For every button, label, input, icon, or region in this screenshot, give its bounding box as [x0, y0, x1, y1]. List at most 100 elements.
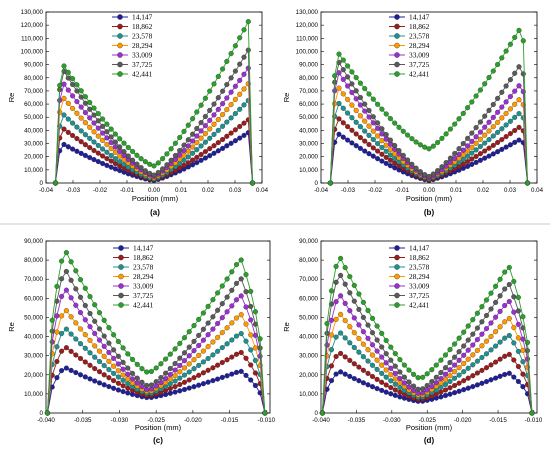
data-point — [237, 106, 243, 112]
y-tick-label: 100,000 — [296, 48, 319, 55]
data-point — [374, 376, 380, 382]
data-point — [506, 264, 512, 271]
data-point — [369, 315, 376, 321]
data-point — [490, 68, 496, 74]
data-point — [104, 135, 110, 141]
data-point — [104, 142, 110, 148]
data-point — [370, 120, 376, 126]
data-point — [349, 102, 355, 108]
legend-marker — [394, 273, 400, 280]
data-point — [134, 375, 140, 381]
data-point — [365, 322, 371, 328]
data-point — [447, 126, 453, 132]
data-point — [374, 357, 380, 363]
x-tick-label: 0.00 — [148, 187, 161, 194]
data-point — [181, 152, 187, 158]
data-point — [340, 105, 346, 111]
data-point — [104, 129, 110, 135]
data-point — [482, 140, 488, 146]
data-point — [512, 34, 518, 40]
data-point — [200, 381, 206, 387]
data-point — [215, 348, 221, 354]
data-point — [177, 340, 183, 346]
data-point — [134, 152, 140, 158]
data-point — [82, 100, 88, 106]
data-point — [488, 290, 494, 296]
data-point — [374, 337, 380, 343]
data-point — [96, 380, 103, 386]
legend-label: 33,009 — [409, 51, 430, 60]
data-point — [243, 355, 249, 361]
data-point — [347, 373, 353, 379]
data-point — [101, 353, 107, 359]
data-point — [147, 170, 153, 176]
data-point — [194, 154, 200, 160]
data-point — [54, 358, 60, 365]
data-point — [370, 96, 376, 102]
legend: 14,14718,86223,57828,29433,00937,72542,4… — [389, 13, 430, 79]
data-point — [461, 387, 467, 393]
x-tick-label: 0.01 — [450, 187, 463, 194]
data-point — [120, 372, 126, 378]
data-point — [220, 136, 226, 143]
data-point — [61, 95, 67, 101]
data-point — [461, 378, 467, 384]
data-point — [324, 321, 330, 327]
data-point — [515, 321, 521, 327]
data-point — [506, 298, 512, 305]
data-point — [164, 151, 170, 157]
data-point — [370, 114, 376, 120]
data-point — [357, 145, 363, 151]
data-point — [100, 153, 106, 159]
data-point — [342, 354, 348, 360]
data-point — [238, 293, 244, 299]
data-point — [340, 91, 346, 97]
data-point — [488, 306, 494, 312]
data-point — [44, 410, 51, 416]
data-point — [129, 376, 136, 382]
x-tick-label: -0.020 — [454, 417, 472, 424]
data-point — [420, 386, 426, 392]
legend-marker — [394, 264, 400, 270]
legend-label: 42,441 — [409, 301, 430, 310]
data-point — [101, 372, 107, 378]
data-point — [207, 153, 213, 159]
legend-label: 37,725 — [409, 60, 430, 69]
data-point — [139, 366, 145, 372]
data-point — [108, 158, 114, 164]
data-point — [493, 375, 499, 381]
data-point — [490, 124, 496, 130]
data-point — [452, 121, 458, 127]
chart-panel-2: 0 10,000 20,000 30,000 40,000 50,000 60,000 70,… — [282, 9, 544, 217]
data-point — [78, 139, 84, 145]
data-point — [198, 128, 204, 134]
data-point — [95, 133, 101, 139]
data-point — [200, 348, 206, 354]
data-point — [68, 314, 74, 320]
data-point — [438, 389, 444, 395]
y-tick-label: 110,000 — [296, 35, 318, 42]
data-point — [186, 353, 192, 359]
data-point — [101, 333, 107, 339]
data-point — [202, 131, 208, 137]
data-point — [479, 331, 485, 337]
data-point — [104, 156, 110, 162]
data-point — [92, 318, 98, 324]
data-point — [332, 101, 338, 107]
data-point — [158, 379, 164, 386]
data-point — [57, 82, 63, 88]
data-point — [328, 363, 335, 369]
data-point — [241, 27, 247, 33]
data-point — [205, 367, 211, 373]
data-point — [115, 387, 121, 393]
data-point — [392, 165, 398, 171]
data-point — [210, 352, 216, 358]
data-point — [49, 317, 55, 323]
y-axis-label: Re — [7, 93, 16, 103]
data-point — [512, 88, 518, 94]
data-point — [82, 120, 88, 126]
data-point — [248, 288, 254, 294]
data-point — [357, 113, 363, 119]
data-point — [502, 335, 508, 341]
data-point — [465, 105, 471, 111]
